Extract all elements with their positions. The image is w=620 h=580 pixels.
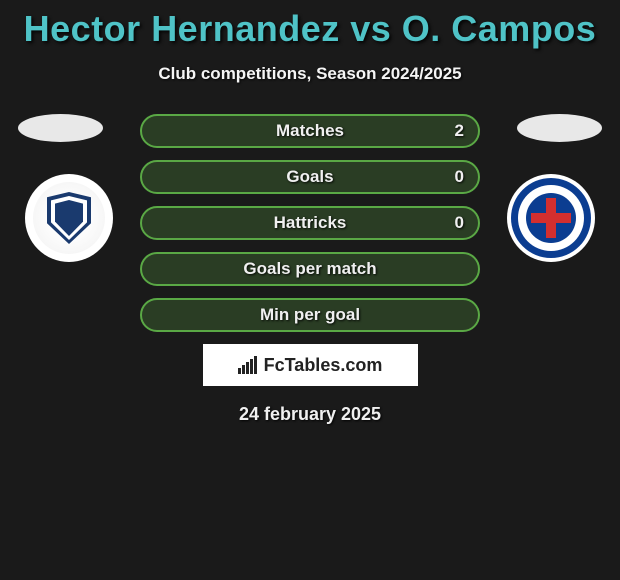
brand-box: FcTables.com: [203, 344, 418, 386]
club-badge-right-inner: [511, 178, 591, 258]
stat-label: Goals: [286, 167, 333, 187]
comparison-card: Hector Hernandez vs O. Campos Club compe…: [0, 0, 620, 425]
stat-label: Hattricks: [274, 213, 347, 233]
player-left-avatar-placeholder: [18, 114, 103, 142]
club-badge-left-inner: [33, 182, 105, 254]
stat-row-matches: Matches 2: [140, 114, 480, 148]
stat-row-goals: Goals 0: [140, 160, 480, 194]
stat-value-right: 0: [455, 213, 464, 233]
stat-row-hattricks: Hattricks 0: [140, 206, 480, 240]
page-title: Hector Hernandez vs O. Campos: [0, 0, 620, 50]
stat-label: Min per goal: [260, 305, 360, 325]
brand-chart-icon: [238, 356, 260, 374]
stat-row-min-per-goal: Min per goal: [140, 298, 480, 332]
club-badge-left: [25, 174, 113, 262]
stats-area: Matches 2 Goals 0 Hattricks 0 Goals per …: [0, 114, 620, 425]
brand-text: FcTables.com: [264, 355, 383, 376]
stat-label: Goals per match: [243, 259, 376, 279]
subtitle: Club competitions, Season 2024/2025: [0, 64, 620, 84]
club-badge-right: [507, 174, 595, 262]
stat-label: Matches: [276, 121, 344, 141]
player-right-avatar-placeholder: [517, 114, 602, 142]
stat-row-goals-per-match: Goals per match: [140, 252, 480, 286]
date-text: 24 february 2025: [0, 404, 620, 425]
stat-value-right: 0: [455, 167, 464, 187]
club-cross-icon: [526, 193, 576, 243]
club-ring-icon: [518, 185, 584, 251]
stat-rows: Matches 2 Goals 0 Hattricks 0 Goals per …: [140, 114, 480, 332]
club-shield-icon: [47, 192, 91, 244]
stat-value-right: 2: [455, 121, 464, 141]
